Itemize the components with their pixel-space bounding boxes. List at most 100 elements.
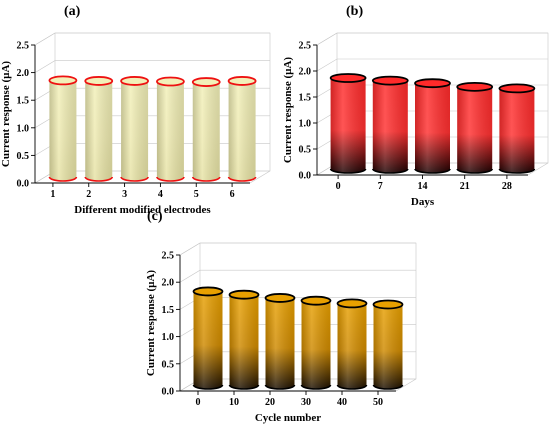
bar-top: [300, 295, 332, 306]
bar-shade: [373, 304, 403, 389]
chart-panel-b: 0.0 0.5 1.0 1.5 2.0 2.5 0 7 14 21 28 Days Current re…: [282, 4, 549, 208]
bar: [228, 289, 260, 390]
y-tick-label: 1.0: [162, 332, 175, 343]
y-tick-label: 2.0: [17, 68, 30, 79]
y-tick-label: 2.5: [17, 41, 30, 52]
bar-shade: [337, 303, 367, 389]
bar-top: [456, 81, 494, 92]
x-tick-label: 0: [336, 181, 341, 192]
panel-label: (a): [64, 4, 81, 19]
bar-shade: [121, 80, 149, 181]
bar: [372, 299, 404, 390]
bar-shade: [85, 80, 113, 181]
y-tick-label: 1.0: [299, 119, 312, 130]
y-tick-label: 2.5: [162, 251, 175, 262]
panel-label: (b): [346, 4, 363, 19]
bar: [498, 83, 536, 174]
x-tick-label: 5: [194, 189, 199, 200]
y-axis-label: Current response (µA): [282, 57, 294, 163]
gridline: [34, 32, 270, 46]
bar-top: [84, 76, 114, 86]
bar-top: [228, 289, 260, 300]
bar-shade: [301, 300, 331, 389]
y-tick-label: 2.0: [162, 278, 175, 289]
x-tick-label: 3: [122, 189, 127, 200]
y-tick-label: 0.0: [299, 171, 312, 182]
x-tick-label: 21: [460, 181, 470, 192]
bar-shade: [229, 294, 259, 389]
bar-shade: [499, 88, 535, 173]
bar-base-rim: [329, 168, 367, 174]
bar-base-rim: [191, 176, 221, 182]
y-axis-label: Current response (µA): [0, 61, 12, 167]
bar-top: [336, 298, 368, 309]
bar: [371, 75, 409, 174]
bar-shade: [457, 86, 493, 173]
bar-base-rim: [300, 384, 332, 390]
y-tick-label: 0.0: [17, 179, 30, 190]
x-tick-label: 40: [337, 397, 347, 408]
bar-base-rim: [156, 176, 185, 182]
bar: [456, 81, 494, 174]
bar-base-rim: [264, 384, 296, 390]
bar-base-rim: [48, 176, 78, 182]
bar-top: [371, 75, 409, 86]
bar-top: [498, 83, 536, 94]
chart-panel-a: 0.0 0.5 1.0 1.5 2.0 2.5 1 2 3 4 5 6 Different modifi…: [0, 4, 271, 216]
x-tick-label: 2: [86, 189, 91, 200]
bar-shade: [415, 83, 450, 173]
bar: [414, 78, 451, 174]
bar-top: [227, 76, 257, 86]
y-tick-label: 0.5: [299, 145, 312, 156]
bar-top: [156, 76, 185, 87]
x-tick-label: 6: [230, 189, 235, 200]
x-tick-label: 7: [378, 181, 383, 192]
x-axis-label: Days: [411, 196, 435, 208]
bar: [156, 76, 185, 182]
gridline: [179, 269, 416, 283]
bar-base-rim: [372, 168, 409, 174]
bar-base-rim: [372, 384, 404, 390]
bar-shade: [193, 291, 223, 389]
bar-top: [414, 78, 451, 89]
bar-shade: [156, 81, 184, 181]
bar: [300, 295, 332, 390]
bar-base-rim: [456, 168, 493, 174]
x-tick-label: 30: [301, 397, 311, 408]
bar-top: [192, 286, 224, 297]
x-tick-label: 10: [229, 397, 239, 408]
x-axis-label: Cycle number: [255, 412, 321, 424]
gridline: [179, 242, 416, 256]
bar: [48, 75, 78, 182]
bar-base-rim: [192, 384, 224, 390]
gridline: [316, 32, 548, 46]
bar-base-rim: [227, 176, 257, 182]
gridline: [34, 60, 270, 73]
x-tick-label: 1: [50, 189, 55, 200]
panel-label: (c): [147, 209, 163, 224]
x-tick-label: 14: [418, 181, 428, 192]
bar-shade: [49, 80, 77, 181]
x-axis-label: Different modified electrodes: [74, 204, 211, 216]
bar: [329, 73, 367, 174]
bar-top: [372, 299, 404, 310]
bar-base-rim: [336, 384, 368, 390]
bar-top: [264, 293, 296, 303]
bar-shade: [265, 297, 295, 389]
bar: [264, 293, 296, 390]
bar-base-rim: [84, 176, 114, 182]
x-tick-label: 28: [502, 181, 512, 192]
x-tick-label: 0: [196, 397, 201, 408]
chart-panel-c: 0.0 0.5 1.0 1.5 2.0 2.5 0 10 20 30 40 50 Cycle numbe…: [145, 209, 417, 424]
bar-top: [48, 75, 78, 86]
bar: [192, 286, 224, 390]
bar-base-rim: [498, 168, 536, 174]
bar: [84, 76, 114, 182]
y-tick-label: 2.0: [299, 67, 312, 78]
bar: [336, 298, 368, 390]
y-tick-label: 0.5: [162, 359, 175, 370]
bar-base-rim: [414, 168, 451, 174]
bar-top: [329, 73, 367, 83]
y-tick-label: 1.5: [17, 96, 30, 107]
